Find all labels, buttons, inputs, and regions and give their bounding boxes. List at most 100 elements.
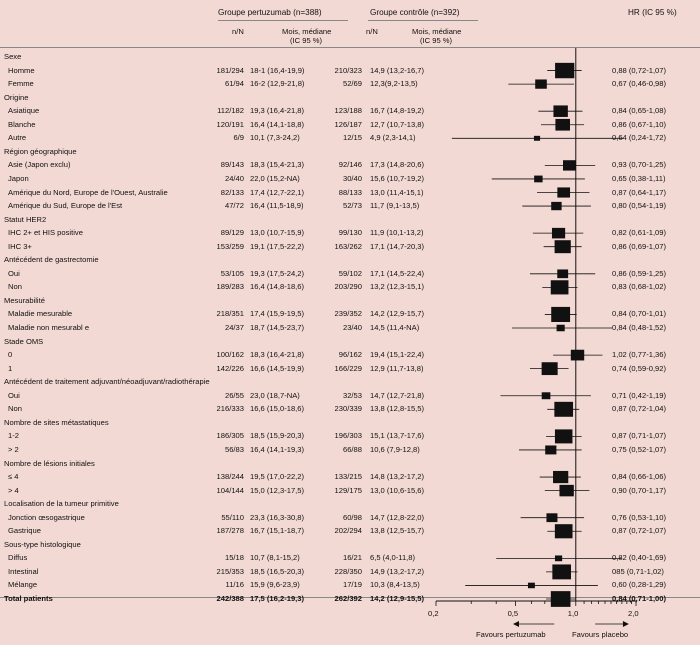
pertuzumab-events: 15/18 xyxy=(224,553,244,563)
subgroup-label: Oui xyxy=(8,390,20,400)
hr-marker xyxy=(551,201,562,211)
control-median: 17,1 (14,5-22,4) xyxy=(370,268,425,278)
category-row: Nombre de sites métastatiques xyxy=(0,416,700,429)
group1-underline xyxy=(218,20,348,21)
subgroup-row: Femme 61/94 16-2 (12,9-21,8) 52/69 12,3(9,2-… xyxy=(0,77,700,90)
x-tick-label: 1,0 xyxy=(567,609,579,618)
pertuzumab-events: 120/191 xyxy=(216,119,244,129)
pertuzumab-median: 10,7 (8,1-15,2) xyxy=(250,553,300,563)
subgroup-label: Non xyxy=(8,404,22,414)
pertuzumab-median: 10,1 (7,3-24,2) xyxy=(250,133,300,143)
subgroup-label: Oui xyxy=(8,268,20,278)
subgroup-row: Amérique du Sud, Europe de l'Est 47/72 16,… xyxy=(0,199,700,212)
subgroup-row: IHC 2+ et HIS positive 89/129 13,0 (10,7-1… xyxy=(0,226,700,239)
pertuzumab-events: 153/259 xyxy=(216,241,244,251)
subgroup-label: Mélange xyxy=(8,580,38,590)
subgroup-row: Non 216/333 16,6 (15,0-18,6) 230/339 13,8 (1… xyxy=(0,402,700,415)
control-events: 262/392 xyxy=(334,594,362,603)
favours-pertuzumab-label: Favours pertuzumab xyxy=(476,630,546,639)
control-median: 14,9 (13,2-17,2) xyxy=(370,566,425,576)
hr-marker xyxy=(553,105,568,117)
hr-marker xyxy=(554,429,573,444)
pertuzumab-events: 26/55 xyxy=(224,390,244,400)
pertuzumab-median: 17,5 (16,2-19,3) xyxy=(250,594,305,603)
pertuzumab-events: 24/37 xyxy=(224,323,244,332)
category-label: Stade OMS xyxy=(4,336,44,346)
control-median: 14,2 (12,9-15,5) xyxy=(370,594,425,603)
footer-rule xyxy=(0,597,700,598)
pertuzumab-median: 16,4 (14,1-19,3) xyxy=(250,444,305,454)
hr-marker xyxy=(563,160,576,171)
pertuzumab-median: 15,9 (9,6-23,9) xyxy=(250,580,300,590)
subgroup-label: Femme xyxy=(8,79,34,89)
hr-marker xyxy=(541,392,551,400)
subgroup-row: Maladie non mesurabl e 24/37 18,7 (14,5-23… xyxy=(0,321,700,334)
hazard-ratio: 0,80 (0,54-1,19) xyxy=(612,201,667,211)
pertuzumab-events: 11/16 xyxy=(225,580,244,590)
subgroup-label: Jonction œsogastrique xyxy=(8,512,85,522)
control-median: 14,7 (12,7-21,8) xyxy=(370,390,425,400)
category-label: Sexe xyxy=(4,52,22,61)
category-label: Origine xyxy=(4,92,29,102)
subgroup-label: IHC 3+ xyxy=(8,241,32,251)
med2-header-l1: Mois, médiane xyxy=(412,27,462,36)
category-label: Région géographique xyxy=(4,146,77,156)
pertuzumab-events: 112/182 xyxy=(217,106,244,116)
pertuzumab-median: 18,5 (15,9-20,3) xyxy=(250,431,305,441)
category-label: Mesurabilité xyxy=(4,295,45,305)
hr-marker xyxy=(551,227,566,239)
hr-marker xyxy=(557,269,569,279)
control-events: 123/188 xyxy=(334,106,362,116)
subgroup-label: Amérique du Nord, Europe de l'Ouest, Aus… xyxy=(8,187,168,197)
hr-marker xyxy=(552,564,572,580)
hazard-ratio: 0,86 (0,67-1,10) xyxy=(612,119,667,129)
control-events: 99/130 xyxy=(338,228,362,238)
category-row: Localisation de la tumeur primitive xyxy=(0,497,700,510)
hr-marker xyxy=(545,445,557,455)
subgroup-row: Diffus 15/18 10,7 (8,1-15,2) 16/21 6,5 (4,0-… xyxy=(0,551,700,564)
control-events: 129/175 xyxy=(334,485,362,495)
pertuzumab-median: 16-2 (12,9-21,8) xyxy=(250,79,305,89)
control-median: 12,3(9,2-13,5) xyxy=(370,79,418,89)
hazard-ratio: 0,84 (0,66-1,06) xyxy=(612,472,667,482)
pertuzumab-events: 181/294 xyxy=(216,65,244,75)
pertuzumab-events: 100/162 xyxy=(216,350,244,360)
hazard-ratio: 0,87 (0,71-1,07) xyxy=(612,431,667,441)
subgroup-row: > 4 104/144 15,0 (12,3-17,5) 129/175 13,0 (1… xyxy=(0,484,700,497)
pertuzumab-events: 89/143 xyxy=(220,160,244,170)
hazard-ratio: 0,90 (0,70-1,17) xyxy=(612,485,667,495)
pertuzumab-median: 17,4 (15,9-19,5) xyxy=(250,309,305,319)
hr-marker xyxy=(550,280,569,295)
control-events: 30/40 xyxy=(342,173,362,183)
pertuzumab-median: 18,3 (16,4-21,8) xyxy=(250,350,305,360)
subgroup-label: Intestinal xyxy=(8,566,39,576)
control-median: 14,9 (13,2-16,7) xyxy=(370,65,425,75)
category-label: Statut HER2 xyxy=(4,214,47,224)
control-median: 14,7 (12,8-22,0) xyxy=(370,512,425,522)
pertuzumab-median: 19,5 (17,0-22,2) xyxy=(250,472,305,482)
favours-left-arrowhead xyxy=(512,621,519,627)
subgroup-label: Asiatique xyxy=(8,106,40,116)
control-events: 228/350 xyxy=(334,566,362,576)
pertuzumab-events: 215/353 xyxy=(216,566,244,576)
pertuzumab-events: 61/94 xyxy=(224,79,244,89)
pertuzumab-median: 18,7 (14,5-23,7) xyxy=(250,323,305,332)
pertuzumab-events: 6/9 xyxy=(233,133,244,143)
subgroup-row: Oui 53/105 19,3 (17,5-24,2) 59/102 17,1 (14,… xyxy=(0,267,700,280)
subgroup-row: > 2 56/83 16,4 (14,1-19,3) 66/88 10,6 (7,9-1… xyxy=(0,443,700,456)
subgroup-row: ≤ 4 138/244 19,5 (17,0-22,2) 133/215 14,8 (1… xyxy=(0,470,700,483)
subgroup-label: > 2 xyxy=(8,444,19,454)
control-median: 15,1 (13,7-17,6) xyxy=(370,431,425,441)
control-events: 239/352 xyxy=(334,309,362,319)
control-events: 126/187 xyxy=(334,119,362,129)
hr-marker xyxy=(554,555,563,562)
category-row: Stade OMS xyxy=(0,335,700,348)
subgroup-label: ≤ 4 xyxy=(8,472,19,482)
subgroup-row: Gastrique 187/278 16,7 (15,1-18,7) 202/294 1… xyxy=(0,524,700,537)
pertuzumab-events: 216/333 xyxy=(216,404,244,414)
category-row: Nombre de lésions initiales xyxy=(0,457,700,470)
hr-marker xyxy=(535,79,547,89)
hr-marker xyxy=(553,470,569,484)
hazard-ratio: 0,65 (0,38-1,11) xyxy=(612,173,666,183)
